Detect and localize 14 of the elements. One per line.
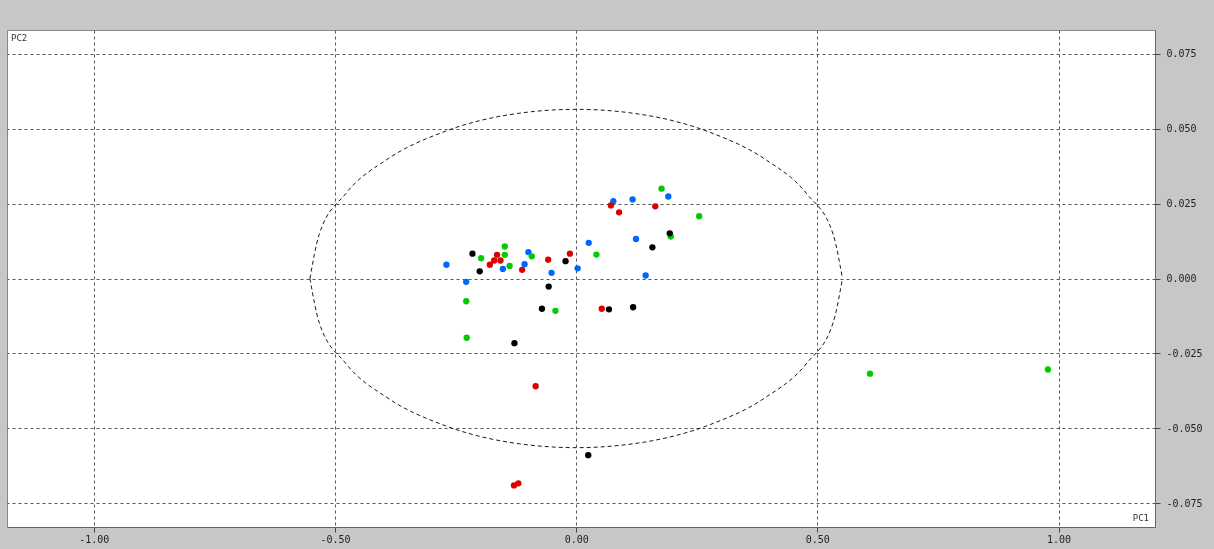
x-tick-label: 0.00 <box>564 533 589 545</box>
y-tick-label: 0.050 <box>1166 123 1197 135</box>
x-tick-label: -0.50 <box>320 533 351 545</box>
y-tick-label: -0.075 <box>1166 497 1203 509</box>
y-tick-label: 0.075 <box>1166 48 1197 60</box>
y-tick-label: -0.025 <box>1166 347 1203 359</box>
x-tick-label: -1.00 <box>79 533 110 545</box>
y-axis-title: PC2 <box>11 33 28 43</box>
x-tick-label: 0.50 <box>805 533 830 545</box>
x-tick-label: 1.00 <box>1046 533 1072 545</box>
y-tick-label: 0.000 <box>1166 273 1197 284</box>
x-axis-title: PC1 <box>1132 513 1149 523</box>
y-tick-label: -0.050 <box>1166 422 1203 434</box>
y-tick-label: 0.025 <box>1166 198 1197 210</box>
